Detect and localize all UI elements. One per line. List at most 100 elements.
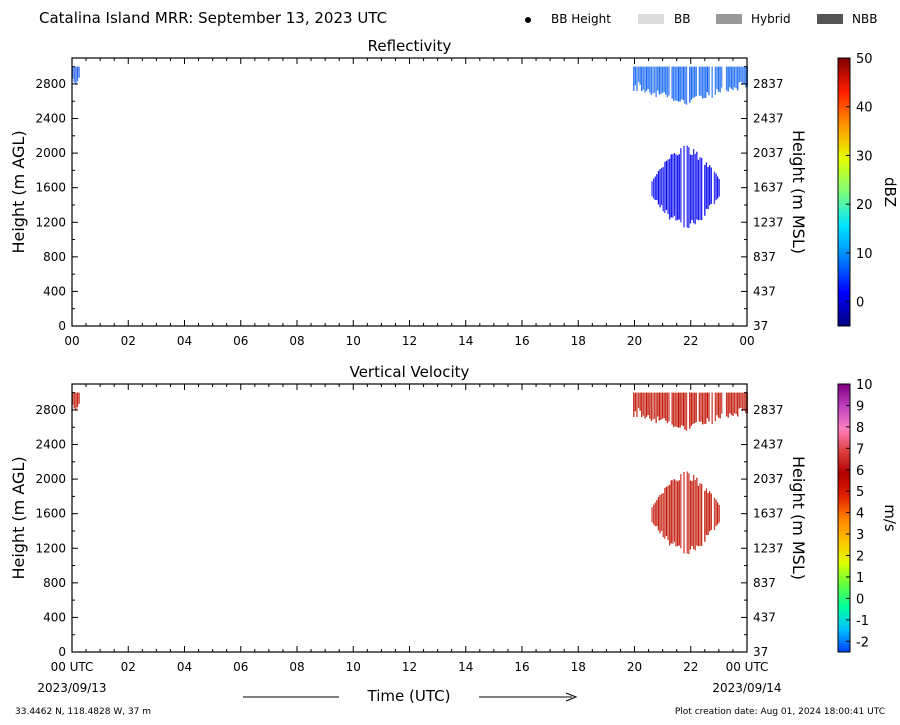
echo-column (652, 66, 654, 94)
y-tick-label: 0 (58, 319, 66, 333)
bb-height-legend-label: BB Height (551, 12, 611, 26)
echo-column (684, 392, 686, 430)
x-tick-label: 18 (571, 334, 586, 348)
echo-column (729, 66, 731, 88)
y-tick-label-right: 437 (753, 610, 776, 624)
bb-legend-label: BB (674, 12, 690, 26)
x-axis: 00 02 04 06 08 10 12 14 16 18 20 22 00 (64, 58, 755, 348)
echo-column (673, 153, 676, 216)
x-tick-label: 12 (402, 660, 417, 674)
echo-column (645, 392, 648, 417)
echo-column (633, 392, 635, 417)
echo-column (658, 392, 660, 421)
echo-column (644, 66, 646, 93)
colorbar-title: dBZ (881, 177, 899, 207)
echo-column (686, 145, 688, 228)
colorbar-tick-label: 30 (856, 149, 873, 164)
x-tick-label: 00 UTC (726, 660, 769, 674)
echo-column (637, 66, 640, 82)
echo-column (737, 392, 739, 417)
echo-column (667, 485, 669, 541)
echo-column (659, 495, 661, 534)
echo-column (656, 174, 658, 201)
panel-title: Reflectivity (368, 37, 452, 55)
y-tick-label-right: 837 (753, 576, 776, 590)
colorbar-title: m/s (881, 504, 899, 532)
colorbar: -2 -1 0 1 2 3 4 5 6 7 8 9 10 m/s (837, 378, 899, 653)
colorbar-tick-label: 10 (856, 378, 873, 393)
colorbar-tick-label: 5 (856, 485, 864, 500)
echo-column (745, 392, 747, 414)
echo-column (674, 392, 676, 427)
echo-column (709, 491, 711, 532)
x-tick-label: 06 (233, 660, 248, 674)
x-tick-label: 10 (346, 660, 361, 674)
echo-column (693, 149, 695, 224)
y-tick-label-right: 1637 (753, 181, 784, 195)
echo-column (692, 392, 694, 425)
panel-title: Vertical Velocity (350, 363, 470, 381)
echo-column (670, 480, 672, 544)
echo-column (657, 497, 660, 531)
echo-column (706, 392, 708, 419)
echo-column (694, 479, 696, 551)
colorbar-tick-label: 2 (856, 550, 864, 565)
y-tick-label: 0 (58, 645, 66, 659)
echo-column (642, 66, 644, 90)
echo-column (674, 66, 676, 101)
plot-creation-date: Plot creation date: Aug 01, 2024 18:00:4… (675, 707, 885, 717)
echo-column (659, 169, 661, 208)
echo-column (689, 480, 692, 550)
echo-column (682, 66, 684, 101)
echo-column (693, 475, 695, 550)
echo-column (738, 66, 740, 83)
echo-column (690, 392, 692, 426)
x-tick-label: 00 (64, 334, 79, 348)
echo-column (673, 392, 675, 428)
echo-layer (72, 66, 748, 228)
echo-column (660, 66, 662, 94)
echo-column (705, 162, 708, 209)
echo-column (708, 66, 710, 96)
x-tick-label: 06 (233, 334, 248, 348)
bb-legend-swatch (638, 14, 664, 24)
echo-column (699, 483, 701, 546)
y-tick-label-right: 37 (753, 645, 768, 659)
echo-column (696, 151, 698, 220)
x-tick-label: 14 (458, 660, 473, 674)
x-tick-label: 16 (514, 334, 529, 348)
echo-column (727, 66, 729, 92)
echo-column (653, 178, 655, 199)
x-tick-label: 08 (289, 660, 304, 674)
y-tick-label: 400 (43, 610, 66, 624)
y-axis-title: Height (m AGL) (9, 130, 28, 253)
echo-column (677, 392, 680, 428)
echo-column (706, 66, 708, 93)
echo-column (693, 66, 696, 98)
echo-column (665, 160, 668, 210)
echo-column (672, 480, 674, 544)
echo-column (665, 66, 667, 95)
x-tick-label: 04 (177, 334, 192, 348)
y-tick-label-right: 1637 (753, 507, 784, 521)
echo-column (657, 392, 659, 417)
x-tick-label: 16 (514, 660, 529, 674)
time-axis-arrowhead (565, 692, 578, 702)
echo-column (677, 155, 679, 220)
nbb-legend-swatch (817, 14, 843, 24)
echo-column (682, 392, 684, 427)
echo-column (653, 504, 655, 525)
echo-column (683, 145, 685, 228)
echo-column (644, 392, 646, 419)
plot-frame (71, 57, 748, 327)
echo-column (654, 176, 656, 201)
colorbar-tick-label: -2 (856, 635, 869, 650)
echo-column (718, 505, 720, 523)
y-tick-label-right: 1237 (753, 541, 784, 555)
echo-column (686, 471, 688, 554)
echo-column (700, 66, 702, 96)
colorbar-tick-label: 10 (856, 247, 873, 262)
y-axis: 0 37 400 437 800 837 1200 1237 1600 1637 2000 2037 2… (35, 66, 784, 333)
x-tick-label: 08 (289, 334, 304, 348)
